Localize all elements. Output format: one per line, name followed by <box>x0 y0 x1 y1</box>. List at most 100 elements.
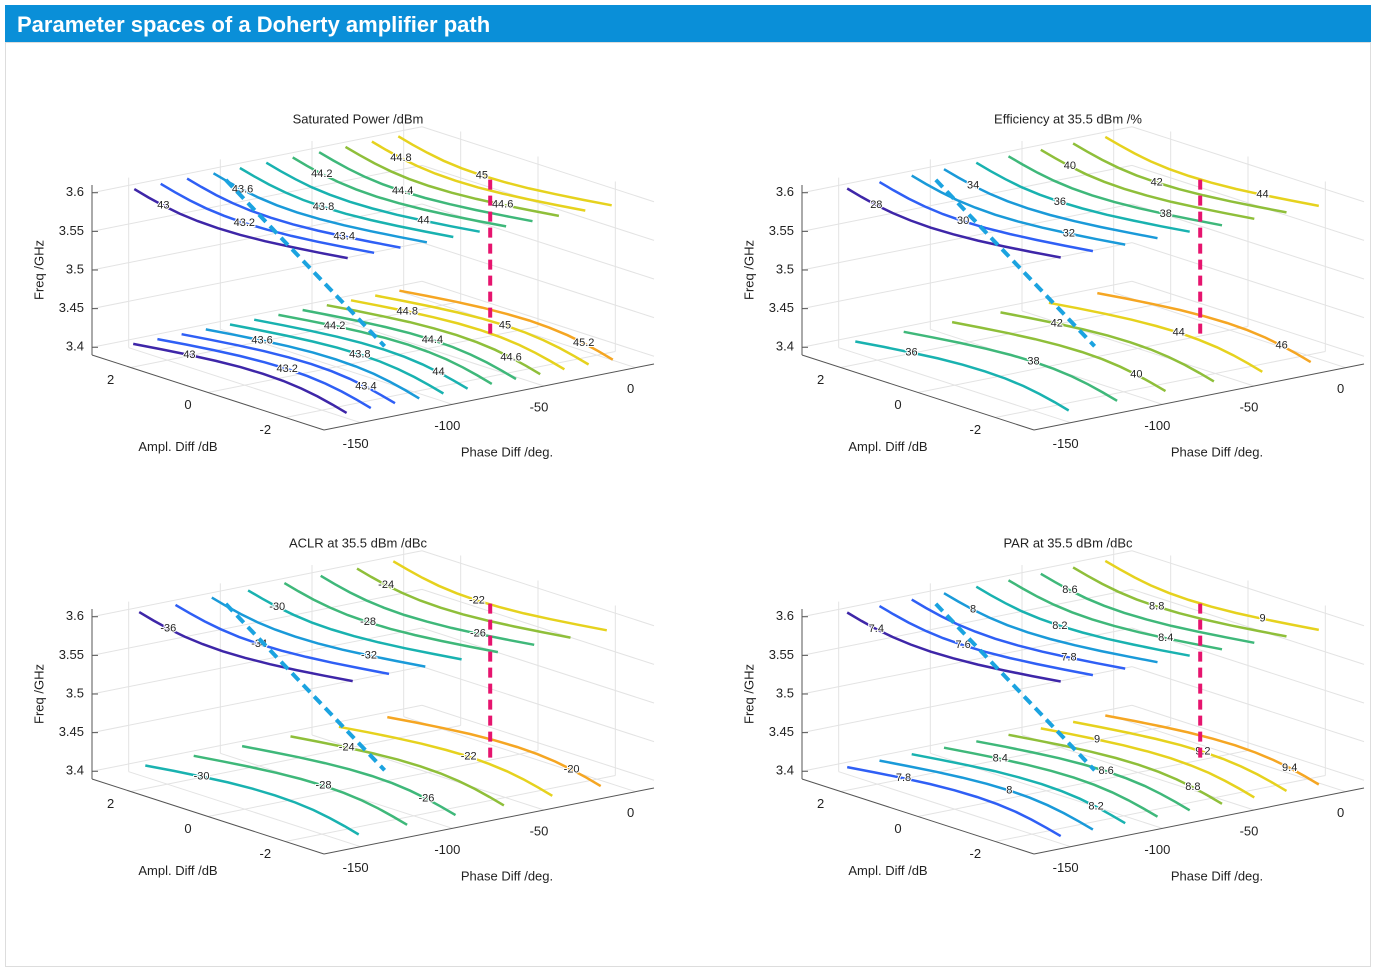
contour-label: 44.2 <box>311 168 332 180</box>
contour-label: 32 <box>1063 227 1075 239</box>
grid-line <box>92 667 422 733</box>
contour-label: 9.2 <box>1195 746 1210 758</box>
contour-label: 45 <box>476 169 488 181</box>
z-axis-label: Freq /GHz <box>31 240 46 300</box>
contour-label: 7.4 <box>869 623 884 635</box>
grid-line <box>285 776 615 842</box>
x-axis-label: Phase Diff /deg. <box>461 444 553 459</box>
contour-label: 36 <box>905 346 917 358</box>
z-tick-label: 3.6 <box>66 608 84 623</box>
z-tick-label: 3.55 <box>769 647 794 662</box>
chart-title: ACLR at 35.5 dBm /dBc <box>289 535 428 550</box>
contour-label: -28 <box>360 616 376 628</box>
x-tick-label: -50 <box>1240 823 1259 838</box>
contour-label: 9 <box>1094 733 1100 745</box>
contour-line <box>1097 293 1310 362</box>
z-tick-label: 3.45 <box>769 300 794 315</box>
contour-label: -36 <box>160 623 176 635</box>
contour-line <box>321 576 535 645</box>
y-tick-label: 0 <box>894 397 901 412</box>
contour-label: 44.8 <box>397 305 418 317</box>
x-tick-label: 0 <box>627 381 634 396</box>
contour-label: 8.6 <box>1098 765 1113 777</box>
contour-label: -20 <box>564 763 580 775</box>
contour-label: -26 <box>418 793 434 805</box>
z-tick-label: 3.6 <box>776 184 794 199</box>
contour-label: 44.6 <box>492 199 513 211</box>
axis-line <box>802 779 1034 854</box>
y-tick-label: 0 <box>894 821 901 836</box>
grid-line <box>92 705 422 771</box>
grid-line <box>802 243 1132 309</box>
z-tick-label: 3.5 <box>66 685 84 700</box>
z-tick-label: 3.6 <box>66 184 84 199</box>
x-tick-label: 0 <box>627 805 634 820</box>
x-tick-label: -150 <box>1053 860 1079 875</box>
grid-line <box>841 302 1171 368</box>
z-tick-label: 3.45 <box>769 724 794 739</box>
contour-label: 40 <box>1130 369 1142 381</box>
contour-label: 7.8 <box>896 772 911 784</box>
contour-label: 7.8 <box>1061 651 1076 663</box>
z-tick-label: 3.45 <box>59 300 84 315</box>
grid-line <box>92 127 422 193</box>
y-tick-label: 2 <box>107 796 114 811</box>
contour-label: 36 <box>1054 196 1066 208</box>
y-axis-label: Ampl. Diff /dB <box>138 439 217 454</box>
z-axis-label: Freq /GHz <box>31 664 46 724</box>
y-tick-label: -2 <box>970 846 982 861</box>
z-tick-label: 3.55 <box>59 647 84 662</box>
page: Parameter spaces of a Doherty amplifier … <box>0 0 1376 972</box>
grid-line <box>131 726 461 792</box>
y-tick-label: 0 <box>184 821 191 836</box>
y-tick-label: 2 <box>817 796 824 811</box>
contour-label: 43.8 <box>349 348 370 360</box>
x-axis-label: Phase Diff /deg. <box>1171 444 1263 459</box>
grid-line <box>802 281 1132 347</box>
grid-line <box>802 705 1132 771</box>
contour-line <box>1105 137 1319 206</box>
contour-label: -28 <box>316 780 332 792</box>
z-axis-label: Freq /GHz <box>741 664 756 724</box>
contour-line <box>847 767 1060 836</box>
contour-label: -22 <box>469 594 485 606</box>
grid-line <box>92 551 422 617</box>
contour-label: 38 <box>1027 356 1039 368</box>
contour-label: 9 <box>1259 613 1265 625</box>
axis-line <box>92 779 324 854</box>
chart-title: Efficiency at 35.5 dBm /% <box>994 111 1142 126</box>
contour-label: 43 <box>157 200 169 212</box>
contour-label: 8.2 <box>1088 801 1103 813</box>
contour-label: 43 <box>183 349 195 361</box>
contour-label: -32 <box>361 649 377 661</box>
contour-label: 42 <box>1151 176 1163 188</box>
contour-label: 44.6 <box>500 352 521 364</box>
figure: Saturated Power /dBm3.43.453.53.553.6-15… <box>0 0 1376 972</box>
contour-label: -22 <box>461 751 477 763</box>
contour-line <box>145 766 358 835</box>
contour-label: 44 <box>417 215 429 227</box>
contour-label: 30 <box>957 215 969 227</box>
contour-label: 44 <box>432 366 444 378</box>
contour-label: -24 <box>378 579 394 591</box>
z-tick-label: 3.5 <box>776 685 794 700</box>
x-axis-label: Phase Diff /deg. <box>1171 868 1263 883</box>
contour-label: 45 <box>499 319 511 331</box>
x-tick-label: -50 <box>530 399 549 414</box>
contour-label: 43.6 <box>232 184 253 196</box>
z-tick-label: 3.5 <box>66 261 84 276</box>
contour-line <box>291 736 504 805</box>
contour-label: 44 <box>1173 327 1185 339</box>
contour-label: 44.8 <box>390 152 411 164</box>
z-axis-label: Freq /GHz <box>741 240 756 300</box>
contour-line <box>242 746 455 815</box>
contour-label: 43.4 <box>334 230 355 242</box>
z-tick-label: 3.4 <box>66 763 84 778</box>
contour-line <box>1105 561 1319 630</box>
contour-label: 42 <box>1051 317 1063 329</box>
contour-line <box>1073 567 1286 636</box>
contour-label: 44 <box>1256 189 1268 201</box>
y-axis-label: Ampl. Diff /dB <box>138 863 217 878</box>
x-tick-label: -100 <box>434 418 460 433</box>
contour-label: 38 <box>1160 208 1172 220</box>
